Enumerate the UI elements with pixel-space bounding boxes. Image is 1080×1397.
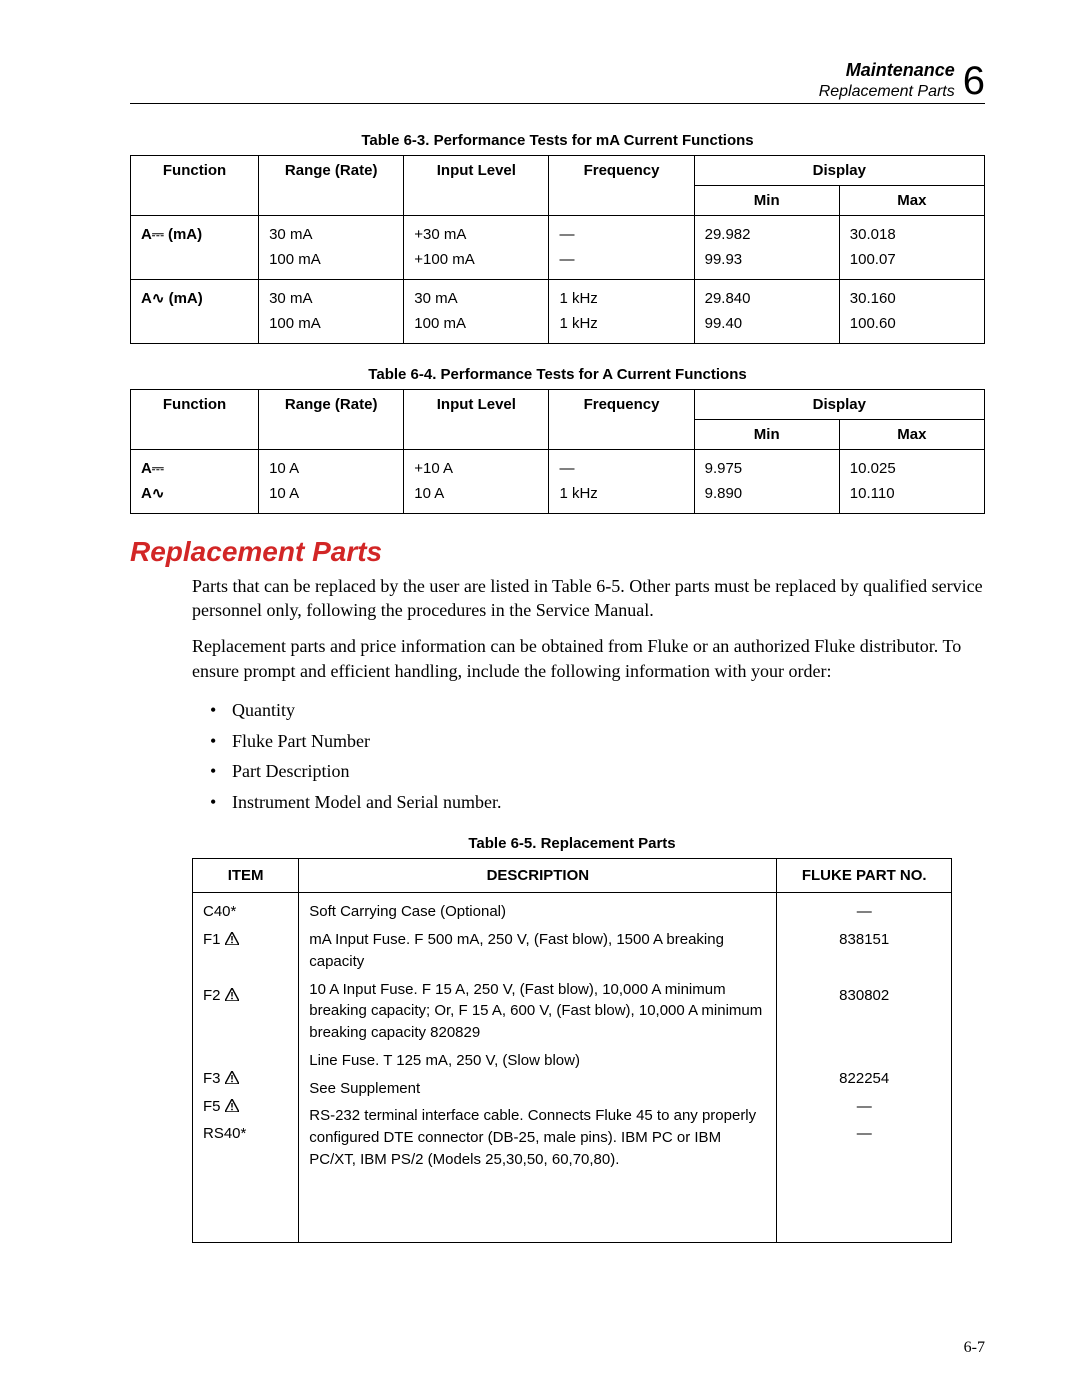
table-cell: 29.84099.40 [694,279,839,343]
parts-description: RS-232 terminal interface cable. Connect… [309,1105,766,1170]
parts-partno: 838151 [787,929,941,951]
page-header: Maintenance Replacement Parts 6 [130,60,985,104]
table-cell: 30 mA100 mA [404,279,549,343]
chapter-number: 6 [963,61,985,101]
parts-partno: — [787,1096,941,1118]
table-cell: 1 kHz1 kHz [549,279,694,343]
section-para-1: Parts that can be replaced by the user a… [192,574,985,623]
col-freq: Frequency [549,389,694,449]
table-cell: —1 kHz [549,449,694,513]
col-freq: Frequency [549,155,694,215]
table-caption-64: Table 6-4. Performance Tests for A Curre… [130,366,985,383]
page: Maintenance Replacement Parts 6 Table 6-… [0,0,1080,1397]
col-partno: FLUKE PART NO. [777,859,952,893]
parts-item: F3 [203,1068,288,1090]
page-number: 6-7 [964,1339,985,1357]
table-cell: 9.9759.890 [694,449,839,513]
parts-item: F5 [203,1096,288,1118]
list-item: Quantity [210,695,985,726]
list-item: Part Description [210,756,985,787]
list-item: Instrument Model and Serial number. [210,787,985,818]
col-max: Max [839,185,984,215]
parts-description: Soft Carrying Case (Optional) [309,901,766,923]
header-title: Maintenance [846,60,955,82]
table-cell: A⎓ (mA) [131,215,259,279]
table-cell: 30 mA100 mA [259,215,404,279]
table-cell: 10.02510.110 [839,449,984,513]
parts-description: See Supplement [309,1078,766,1100]
table-cell: 29.98299.93 [694,215,839,279]
col-input: Input Level [404,389,549,449]
header-subtitle: Replacement Parts [819,82,955,101]
col-display: Display [694,155,984,185]
table-cell: +10 A10 A [404,449,549,513]
table-63: Function Range (Rate) Input Level Freque… [130,155,985,344]
col-max: Max [839,419,984,449]
parts-description: mA Input Fuse. F 500 mA, 250 V, (Fast bl… [309,929,766,973]
parts-description: Line Fuse. T 125 mA, 250 V, (Slow blow) [309,1050,766,1072]
table-cell: 30.160100.60 [839,279,984,343]
col-function: Function [131,155,259,215]
table-64: Function Range (Rate) Input Level Freque… [130,389,985,514]
col-display: Display [694,389,984,419]
parts-partno: — [787,901,941,923]
col-min: Min [694,185,839,215]
col-desc: DESCRIPTION [299,859,777,893]
parts-item: RS40* [203,1123,288,1145]
col-min: Min [694,419,839,449]
parts-partno: — [787,1123,941,1145]
col-range: Range (Rate) [259,155,404,215]
table-65: ITEM DESCRIPTION FLUKE PART NO. C40* F1 F… [192,858,952,1243]
table-cell: 30 mA100 mA [259,279,404,343]
section-heading: Replacement Parts [130,536,985,568]
col-range: Range (Rate) [259,389,404,449]
table-caption-63: Table 6-3. Performance Tests for mA Curr… [130,132,985,149]
parts-description: 10 A Input Fuse. F 15 A, 250 V, (Fast bl… [309,979,766,1044]
parts-item: C40* [203,901,288,923]
col-input: Input Level [404,155,549,215]
table-cell: 30.018100.07 [839,215,984,279]
table-cell: —— [549,215,694,279]
col-item: ITEM [193,859,299,893]
order-list: QuantityFluke Part NumberPart Descriptio… [210,695,985,817]
parts-partno: 822254 [787,1068,941,1090]
table-caption-65: Table 6-5. Replacement Parts [192,835,952,852]
parts-item: F1 [203,929,288,951]
table-cell: 10 A10 A [259,449,404,513]
table-cell: A∿ (mA) [131,279,259,343]
list-item: Fluke Part Number [210,726,985,757]
section-para-2: Replacement parts and price information … [192,634,985,683]
parts-partno: 830802 [787,985,941,1007]
table-cell: +30 mA+100 mA [404,215,549,279]
col-function: Function [131,389,259,449]
parts-item: F2 [203,985,288,1007]
table-cell: A⎓A∿ [131,449,259,513]
